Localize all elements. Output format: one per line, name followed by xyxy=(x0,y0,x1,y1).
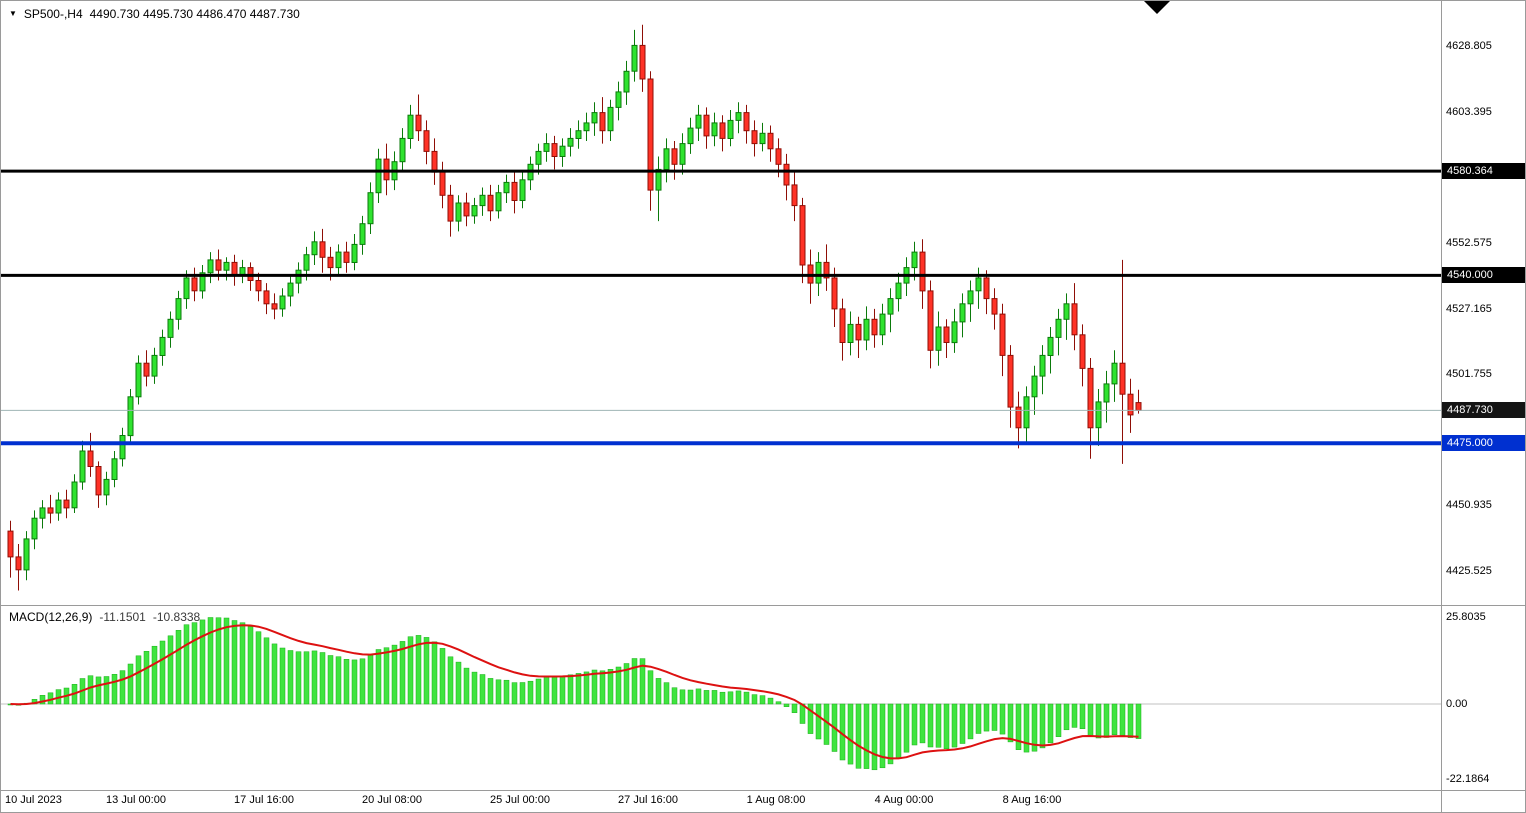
candles xyxy=(7,24,1142,591)
time-label: 8 Aug 16:00 xyxy=(1002,794,1062,806)
time-label: 1 Aug 08:00 xyxy=(746,794,806,806)
price-axis[interactable]: 4628.805 4603.395 4552.575 4527.165 4501.755… xyxy=(1442,1,1525,812)
resistance-level-4540-tag: 4540.000 xyxy=(1442,267,1525,284)
macd-tick: 25.8035 xyxy=(1446,611,1486,624)
macd-tick: 0.00 xyxy=(1446,698,1468,710)
price-tick: 4603.395 xyxy=(1446,105,1492,118)
macd-main-value: -11.1501 xyxy=(99,610,146,624)
macd-signal-value: -10.8338 xyxy=(152,610,201,624)
current-price-tag: 4487.730 xyxy=(1442,402,1525,419)
price-tick: 4628.805 xyxy=(1446,39,1492,52)
price-tick: 4450.935 xyxy=(1446,499,1492,512)
price-axis-separator xyxy=(1441,1,1442,812)
macd-signal-line xyxy=(10,624,1139,760)
chart-header: ▼ SP500-,H4 4490.730 4495.730 4486.470 4… xyxy=(9,7,300,21)
macd-tick: -22.1864 xyxy=(1446,772,1490,785)
time-label: 27 Jul 16:00 xyxy=(618,794,678,806)
price-tick: 4552.575 xyxy=(1446,236,1492,249)
price-chart-canvas[interactable] xyxy=(1,1,1441,605)
panel-separator[interactable] xyxy=(1,605,1525,606)
price-tick: 4425.525 xyxy=(1446,565,1492,578)
time-label: 20 Jul 08:00 xyxy=(362,794,422,806)
chart-shift-marker-icon[interactable] xyxy=(1144,1,1170,14)
price-tick: 4527.165 xyxy=(1446,302,1492,315)
price-tick: 4501.755 xyxy=(1446,368,1492,381)
macd-indicator-label: MACD(12,26,9) -11.1501 -10.8338 xyxy=(9,610,200,624)
macd-indicator-canvas[interactable] xyxy=(1,606,1441,790)
time-label: 17 Jul 16:00 xyxy=(234,794,294,806)
support-level-4475-tag: 4475.000 xyxy=(1442,435,1525,452)
symbol-timeframe-label: SP500-,H4 xyxy=(23,7,83,21)
level-lines[interactable] xyxy=(1,169,1441,446)
object-menu-icon[interactable]: ▼ xyxy=(9,9,17,18)
time-label: 13 Jul 00:00 xyxy=(106,794,166,806)
time-axis-separator xyxy=(1,790,1525,791)
time-label: 4 Aug 00:00 xyxy=(874,794,934,806)
macd-name: MACD(12,26,9) xyxy=(9,610,93,624)
time-axis[interactable]: 10 Jul 2023 13 Jul 00:00 17 Jul 16:00 20 Ju… xyxy=(1,792,1441,812)
ohlc-values: 4490.730 4495.730 4486.470 4487.730 xyxy=(89,7,300,21)
time-label: 10 Jul 2023 xyxy=(5,794,62,806)
time-label: 25 Jul 00:00 xyxy=(490,794,550,806)
resistance-level-4580-tag: 4580.364 xyxy=(1442,163,1525,180)
